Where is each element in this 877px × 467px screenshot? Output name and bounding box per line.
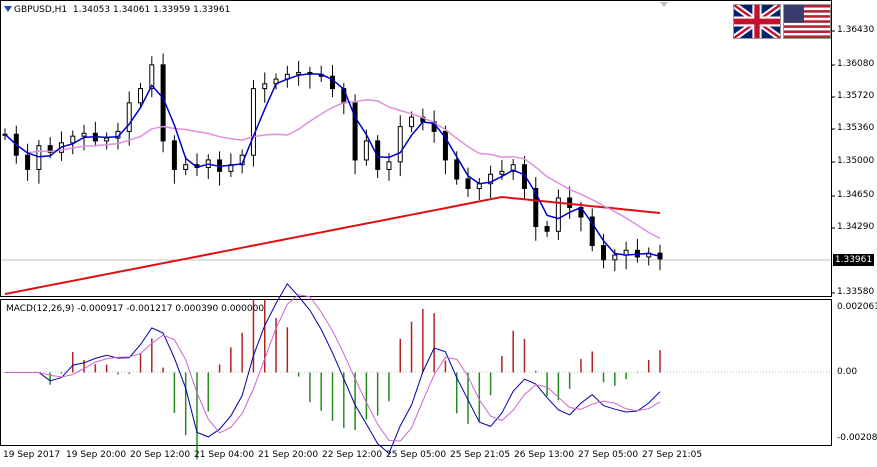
time-tick: 27 Sep 05:00 bbox=[578, 450, 639, 460]
candle-body bbox=[126, 102, 132, 132]
candle-body bbox=[409, 116, 415, 128]
candle-body bbox=[250, 88, 256, 156]
current-price-tag: 1.33961 bbox=[833, 254, 874, 266]
us-flag-icon[interactable] bbox=[783, 4, 831, 39]
price-axis-ticks bbox=[831, 30, 835, 294]
candle-body bbox=[544, 226, 550, 232]
time-tick: 21 Sep 04:00 bbox=[194, 450, 255, 460]
candle-body bbox=[36, 145, 42, 170]
candle-body bbox=[521, 164, 527, 189]
macd-tick: 0.002061 bbox=[837, 302, 877, 312]
uk-flag-icon[interactable] bbox=[733, 4, 781, 39]
candle-body bbox=[510, 164, 516, 172]
candle-body bbox=[465, 178, 471, 189]
price-tick: 1.35720 bbox=[837, 91, 875, 101]
macd-histogram bbox=[49, 299, 661, 460]
price-tick: 1.34650 bbox=[837, 190, 875, 200]
candle-body bbox=[70, 135, 76, 144]
candle-body bbox=[138, 88, 144, 104]
time-tick: 27 Sep 21:05 bbox=[642, 450, 703, 460]
candle-body bbox=[296, 71, 302, 75]
time-tick: 21 Sep 20:00 bbox=[258, 450, 319, 460]
symbol-info: GBPUSD,H1 1.34053 1.34061 1.33959 1.3396… bbox=[14, 5, 230, 15]
macd-tick: 0.00 bbox=[837, 367, 858, 377]
candle-body bbox=[397, 126, 403, 163]
candle-body bbox=[171, 140, 177, 170]
fast-moving-average bbox=[4, 72, 661, 258]
price-tick: 1.35000 bbox=[837, 156, 875, 166]
candle-body bbox=[363, 140, 369, 161]
candle-body bbox=[499, 170, 505, 175]
candle-body bbox=[149, 64, 155, 90]
candlesticks bbox=[2, 53, 663, 272]
price-tick: 1.36080 bbox=[837, 59, 875, 69]
candle-body bbox=[25, 154, 31, 170]
candle-body bbox=[104, 137, 110, 142]
candle-body bbox=[533, 187, 539, 228]
candle-body bbox=[454, 159, 460, 180]
price-tick: 1.33580 bbox=[837, 287, 875, 297]
macd-line bbox=[5, 282, 661, 455]
candle-body bbox=[567, 197, 573, 208]
candle-body bbox=[488, 173, 494, 185]
candle-body bbox=[352, 102, 358, 161]
symbol-dropdown-icon[interactable] bbox=[4, 6, 12, 12]
price-tick: 1.35360 bbox=[837, 123, 875, 133]
medium-moving-average bbox=[4, 98, 661, 239]
time-tick: 22 Sep 12:00 bbox=[322, 450, 383, 460]
time-tick: 26 Sep 13:00 bbox=[514, 450, 575, 460]
macd-info: MACD(12,26,9) -0.000917 -0.001217 0.0003… bbox=[6, 304, 265, 314]
macd-panel-frame bbox=[0, 299, 832, 446]
candle-body bbox=[442, 130, 448, 161]
candle-body bbox=[386, 161, 392, 170]
time-tick: 25 Sep 05:00 bbox=[386, 450, 447, 460]
candle-body bbox=[589, 216, 595, 247]
time-tick: 25 Sep 21:05 bbox=[450, 450, 511, 460]
candle-body bbox=[601, 245, 607, 261]
chart-shift-icon[interactable] bbox=[660, 2, 668, 7]
slow-moving-average bbox=[4, 195, 661, 295]
time-tick: 19 Sep 2017 bbox=[3, 450, 61, 460]
candle-body bbox=[555, 197, 561, 232]
candle-body bbox=[330, 75, 335, 90]
macd-tick: -0.002087 bbox=[837, 433, 877, 443]
candle-body bbox=[81, 132, 87, 137]
price-tick: 1.36430 bbox=[837, 25, 875, 35]
price-panel-frame bbox=[0, 0, 832, 297]
candle-body bbox=[612, 254, 618, 261]
symbol-label: GBPUSD,H1 bbox=[14, 5, 68, 15]
signal-line bbox=[5, 294, 661, 442]
time-tick: 19 Sep 20:00 bbox=[66, 450, 127, 460]
candle-body bbox=[183, 164, 189, 170]
time-tick: 20 Sep 12:00 bbox=[130, 450, 191, 460]
ohlc-values: 1.34053 1.34061 1.33959 1.33961 bbox=[72, 5, 231, 15]
candle-body bbox=[47, 145, 53, 153]
candle-body bbox=[262, 83, 268, 90]
price-tick: 1.34290 bbox=[837, 222, 875, 232]
